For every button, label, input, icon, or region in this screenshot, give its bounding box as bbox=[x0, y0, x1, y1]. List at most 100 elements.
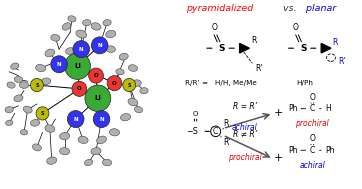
Text: O: O bbox=[310, 134, 315, 143]
Ellipse shape bbox=[47, 157, 57, 164]
Polygon shape bbox=[321, 43, 331, 53]
Ellipse shape bbox=[62, 23, 71, 30]
Text: R ≠ R’: R ≠ R’ bbox=[233, 130, 257, 139]
Ellipse shape bbox=[5, 120, 13, 125]
Ellipse shape bbox=[129, 65, 138, 71]
Text: R’: R’ bbox=[223, 138, 231, 147]
Text: H: H bbox=[325, 104, 331, 113]
Circle shape bbox=[51, 56, 67, 73]
Text: N: N bbox=[79, 47, 84, 52]
Text: prochiral: prochiral bbox=[228, 153, 262, 162]
Ellipse shape bbox=[91, 148, 101, 155]
Text: N: N bbox=[99, 117, 104, 122]
Text: R: R bbox=[333, 38, 338, 47]
Text: O: O bbox=[94, 73, 98, 78]
Circle shape bbox=[72, 81, 87, 96]
Circle shape bbox=[107, 76, 122, 91]
Text: R’: R’ bbox=[256, 64, 263, 74]
Ellipse shape bbox=[102, 159, 112, 166]
Ellipse shape bbox=[20, 130, 28, 135]
Text: O: O bbox=[211, 23, 217, 32]
Ellipse shape bbox=[97, 136, 106, 144]
Text: C: C bbox=[310, 104, 315, 113]
Ellipse shape bbox=[91, 23, 101, 30]
Ellipse shape bbox=[128, 98, 138, 106]
Ellipse shape bbox=[121, 114, 131, 121]
Text: N: N bbox=[57, 62, 62, 67]
Text: C: C bbox=[310, 146, 315, 155]
Text: Ph: Ph bbox=[289, 146, 298, 155]
Ellipse shape bbox=[132, 80, 141, 87]
Text: O: O bbox=[310, 93, 315, 102]
Text: O: O bbox=[112, 81, 117, 86]
Ellipse shape bbox=[66, 48, 75, 54]
Ellipse shape bbox=[140, 88, 148, 94]
Text: O: O bbox=[293, 23, 299, 32]
Text: achiral: achiral bbox=[232, 123, 258, 132]
Text: N: N bbox=[97, 43, 102, 48]
Text: −S: −S bbox=[186, 127, 198, 136]
Ellipse shape bbox=[85, 159, 93, 166]
Ellipse shape bbox=[51, 34, 60, 41]
Text: Li: Li bbox=[74, 63, 81, 69]
Circle shape bbox=[91, 37, 108, 54]
Ellipse shape bbox=[103, 20, 111, 26]
Circle shape bbox=[36, 107, 49, 120]
Text: +: + bbox=[274, 153, 283, 163]
Ellipse shape bbox=[76, 30, 87, 38]
Ellipse shape bbox=[11, 63, 19, 69]
Ellipse shape bbox=[30, 119, 40, 126]
Text: S: S bbox=[219, 44, 225, 53]
Ellipse shape bbox=[20, 82, 29, 88]
Circle shape bbox=[85, 85, 111, 112]
Ellipse shape bbox=[60, 148, 70, 155]
Text: +: + bbox=[274, 108, 283, 118]
Circle shape bbox=[123, 78, 136, 92]
Text: O: O bbox=[77, 86, 82, 91]
Text: R’: R’ bbox=[338, 57, 346, 66]
Text: Ph: Ph bbox=[325, 146, 334, 155]
Ellipse shape bbox=[35, 64, 46, 72]
Text: Li: Li bbox=[94, 95, 101, 101]
Circle shape bbox=[89, 68, 104, 83]
Ellipse shape bbox=[119, 53, 128, 60]
Ellipse shape bbox=[60, 132, 70, 140]
Text: S: S bbox=[300, 44, 307, 53]
Ellipse shape bbox=[83, 20, 91, 26]
Text: R/R’ =   H/H, Me/Me: R/R’ = H/H, Me/Me bbox=[185, 80, 257, 86]
Ellipse shape bbox=[116, 69, 124, 75]
Text: R: R bbox=[223, 119, 228, 128]
Text: S: S bbox=[41, 111, 44, 116]
Text: C: C bbox=[213, 127, 218, 136]
Text: planar: planar bbox=[303, 4, 337, 13]
Circle shape bbox=[73, 41, 89, 58]
Ellipse shape bbox=[45, 125, 55, 132]
Ellipse shape bbox=[106, 30, 116, 38]
Ellipse shape bbox=[134, 106, 143, 113]
Polygon shape bbox=[240, 43, 249, 53]
Text: R = R’: R = R’ bbox=[233, 101, 257, 111]
Ellipse shape bbox=[45, 49, 55, 57]
Text: H/Ph: H/Ph bbox=[296, 80, 313, 86]
Text: vs.: vs. bbox=[281, 4, 297, 13]
Text: O: O bbox=[193, 111, 198, 117]
Ellipse shape bbox=[109, 129, 119, 136]
Ellipse shape bbox=[14, 76, 22, 82]
Ellipse shape bbox=[5, 107, 13, 113]
Text: Ph: Ph bbox=[289, 104, 298, 113]
Text: R: R bbox=[251, 36, 257, 45]
Ellipse shape bbox=[14, 95, 23, 102]
Text: pyramidalized: pyramidalized bbox=[186, 4, 254, 13]
Circle shape bbox=[67, 111, 84, 128]
Text: S: S bbox=[127, 83, 131, 88]
Text: achiral: achiral bbox=[299, 161, 325, 170]
Circle shape bbox=[30, 78, 43, 92]
Ellipse shape bbox=[68, 16, 76, 22]
Text: S: S bbox=[35, 83, 39, 88]
Circle shape bbox=[93, 111, 110, 128]
Text: prochiral: prochiral bbox=[295, 119, 329, 128]
Ellipse shape bbox=[42, 78, 51, 85]
Ellipse shape bbox=[106, 46, 115, 53]
Text: N: N bbox=[73, 117, 78, 122]
Ellipse shape bbox=[7, 82, 15, 88]
